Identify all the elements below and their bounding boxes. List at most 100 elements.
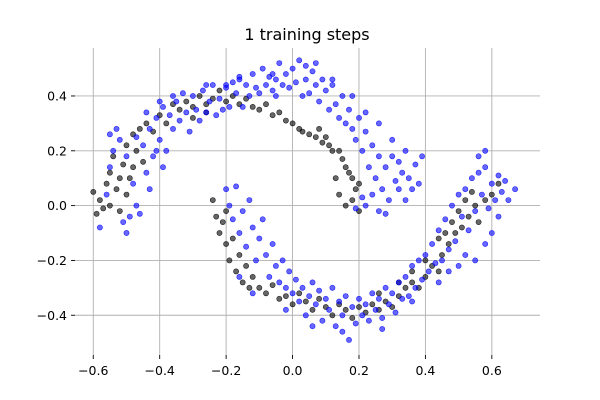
data-point (402, 273, 409, 280)
data-point (419, 276, 425, 283)
series-1 (97, 57, 518, 343)
data-point (352, 205, 359, 212)
data-point (362, 109, 369, 116)
data-point (352, 136, 359, 143)
series-0 (90, 87, 502, 321)
data-point (133, 147, 140, 154)
data-point (482, 197, 489, 203)
data-point (276, 109, 283, 116)
data-point (316, 295, 322, 302)
data-point (292, 79, 299, 86)
data-point (422, 257, 429, 264)
data-point (302, 62, 309, 69)
data-point (375, 120, 382, 127)
data-point (146, 186, 153, 193)
x-tick-label: −0.4 (145, 363, 175, 378)
data-point (173, 98, 180, 105)
data-point (458, 213, 465, 220)
data-point (419, 153, 425, 160)
data-point (435, 279, 442, 286)
data-point (302, 298, 309, 305)
data-point (389, 136, 396, 143)
data-point (342, 120, 349, 127)
data-point (259, 216, 266, 223)
data-point (113, 125, 120, 132)
data-point (282, 284, 289, 291)
data-point (462, 252, 469, 258)
data-point (299, 284, 306, 291)
data-point (179, 90, 186, 97)
data-point (249, 273, 256, 280)
data-point (482, 164, 489, 171)
y-tick-label: −0.2 (37, 253, 67, 268)
data-point (309, 279, 316, 286)
data-point (249, 224, 256, 231)
data-point (299, 128, 306, 135)
data-point (272, 262, 279, 269)
data-point (276, 295, 283, 302)
data-point (163, 120, 170, 127)
data-point (342, 293, 349, 299)
data-point (186, 128, 193, 135)
data-point (382, 164, 389, 171)
data-point (472, 257, 479, 264)
data-point (322, 87, 329, 94)
data-point (120, 161, 127, 168)
data-point (249, 290, 256, 297)
data-point (336, 298, 342, 305)
data-point (319, 139, 326, 146)
data-point (243, 82, 249, 88)
data-point (359, 312, 366, 319)
data-point (359, 147, 366, 154)
data-point (312, 82, 319, 88)
data-point (276, 60, 283, 66)
data-point (445, 241, 452, 247)
data-point (395, 186, 402, 193)
x-tick-label: 0.4 (415, 363, 435, 378)
data-point (339, 156, 346, 162)
data-point (468, 188, 475, 195)
data-point (259, 65, 266, 72)
data-point (468, 175, 475, 182)
data-point (435, 268, 442, 275)
data-point (219, 106, 226, 113)
data-point (236, 76, 243, 83)
data-point (342, 306, 349, 313)
data-point (239, 104, 246, 110)
data-point (133, 134, 140, 140)
data-point (306, 90, 313, 97)
data-point (140, 142, 146, 149)
data-point (156, 136, 163, 143)
data-point (279, 82, 286, 88)
data-point (415, 180, 422, 187)
x-tick-label: −0.2 (211, 363, 241, 378)
data-point (482, 147, 489, 154)
y-tick-label: 0.2 (47, 143, 67, 158)
data-point (442, 216, 449, 223)
data-point (455, 208, 462, 214)
data-point (103, 180, 110, 187)
data-point (445, 246, 452, 253)
data-point (356, 180, 362, 187)
data-point (269, 112, 276, 119)
x-tick-label: 0.0 (283, 363, 303, 378)
data-point (150, 153, 156, 160)
data-point (495, 172, 502, 179)
data-point (336, 115, 342, 121)
data-point (382, 284, 389, 291)
data-point (336, 191, 342, 198)
data-point (107, 202, 113, 209)
data-point (412, 161, 419, 168)
data-point (356, 304, 362, 310)
data-point (409, 268, 415, 275)
data-point (263, 82, 269, 88)
data-point (369, 301, 376, 308)
data-point (329, 82, 336, 88)
data-point (209, 82, 216, 88)
data-point (385, 301, 392, 308)
data-point (326, 106, 332, 113)
data-point (256, 235, 263, 242)
data-point (130, 180, 136, 187)
data-point (246, 197, 253, 203)
data-point (309, 323, 316, 330)
